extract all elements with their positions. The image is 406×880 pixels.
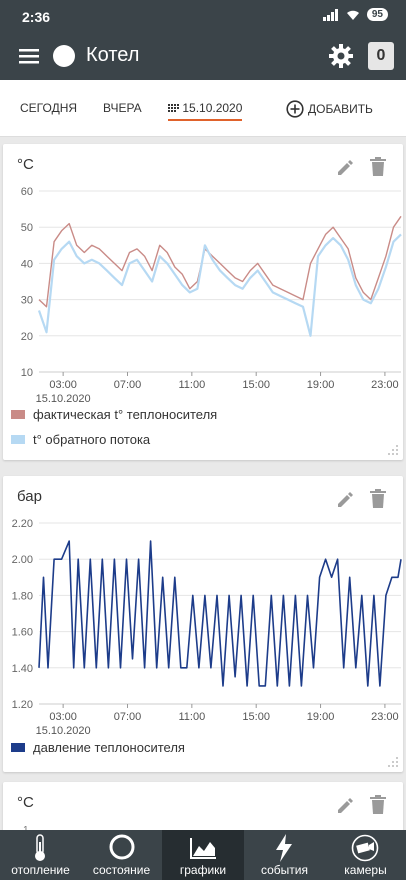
nav-label: состояние	[92, 863, 151, 877]
x-date-label: 15.10.2020	[36, 393, 91, 405]
tab-today[interactable]: СЕГОДНЯ	[20, 101, 78, 115]
chart-card-pressure: 2.20 2.00 1.80 1.60 1.40 1.20 03:00 07:00 11:00 1…	[3, 476, 403, 772]
nav-label: отопление	[11, 863, 70, 877]
nav-label: графики	[179, 863, 227, 877]
y-tick-label: 2.20	[12, 518, 33, 530]
tab-date-label: 15.10.2020	[182, 101, 243, 115]
series-line-1	[37, 233, 402, 337]
tab-active-indicator	[168, 119, 243, 121]
x-tick-label: 19:00	[307, 379, 335, 391]
x-tick-label: 15:00	[242, 711, 270, 723]
add-chart-label: ДОБАВИТЬ	[308, 102, 373, 116]
legend-swatch	[11, 410, 25, 419]
x-date-label: 15.10.2020	[36, 725, 91, 737]
period-tabs: СЕГОДНЯ ВЧЕРА 15.10.2020 ДОБАВИТЬ	[0, 80, 406, 137]
nav-events[interactable]: события	[244, 830, 325, 880]
tab-date[interactable]: 15.10.2020	[168, 101, 243, 121]
chart-unit: бар	[17, 488, 42, 505]
trash-icon[interactable]	[370, 489, 386, 508]
status-ring-icon	[109, 834, 135, 860]
chart-unit: °C	[17, 156, 34, 173]
legend-label: фактическая t° теплоносителя	[33, 407, 218, 422]
x-tick-label: 19:00	[307, 711, 335, 723]
y-tick-label: 1.80	[12, 590, 33, 602]
menu-icon[interactable]	[18, 45, 40, 67]
nav-cameras[interactable]: камеры	[325, 830, 406, 880]
y-tick-label: 60	[21, 186, 33, 198]
y-tick-label: 40	[21, 258, 33, 270]
resize-handle-icon[interactable]	[387, 756, 399, 768]
legend-item-supply: фактическая t° теплоносителя	[11, 407, 217, 422]
thermometer-icon	[35, 834, 45, 861]
notification-counter[interactable]: 0	[368, 42, 394, 70]
legend-label: давление теплоносителя	[33, 740, 185, 755]
bottom-navigation: отопление состояние графики события каме…	[0, 830, 406, 880]
nav-label: события	[260, 863, 308, 877]
legend-item-pressure: давление теплоносителя	[11, 740, 185, 755]
page-title: Котел	[86, 44, 140, 66]
nav-heating[interactable]: отопление	[0, 830, 81, 880]
calendar-icon	[168, 104, 179, 112]
device-status-dot	[53, 45, 75, 67]
x-tick-label: 03:00	[49, 711, 77, 723]
lightning-icon	[276, 834, 292, 862]
gear-icon[interactable]	[328, 43, 354, 69]
status-bar: 2:36 95	[0, 0, 406, 32]
series-line-0	[38, 215, 402, 308]
pencil-icon[interactable]	[336, 490, 354, 508]
nav-charts[interactable]: графики	[162, 830, 244, 880]
x-tick-label: 07:00	[114, 711, 142, 723]
y-tick-label: 30	[21, 295, 33, 307]
x-tick-label: 11:00	[178, 379, 205, 391]
battery-icon: 95	[366, 8, 388, 21]
status-time: 2:36	[22, 9, 51, 25]
chart-card-temperature: 60 50 40 30 20 10 03:00 07:00 11:00 15:00 19:00 23:…	[3, 144, 403, 460]
pencil-icon[interactable]	[336, 158, 354, 176]
pencil-icon[interactable]	[336, 796, 354, 814]
resize-handle-icon[interactable]	[387, 444, 399, 456]
status-icons: 95	[322, 8, 388, 21]
x-tick-label: 11:00	[178, 711, 205, 723]
legend-label: t° обратного потока	[33, 432, 151, 447]
y-tick-label: 20	[21, 331, 33, 343]
legend-item-return: t° обратного потока	[11, 432, 150, 447]
legend-swatch	[11, 743, 25, 752]
y-tick-label: 2.00	[12, 554, 33, 566]
add-chart-button[interactable]: ДОБАВИТЬ	[286, 100, 373, 118]
x-tick-label: 23:00	[371, 379, 399, 391]
y-tick-label: 1.60	[12, 627, 33, 639]
y-tick-label: 10	[21, 367, 33, 379]
x-tick-label: 23:00	[371, 711, 399, 723]
x-tick-label: 03:00	[49, 379, 77, 391]
camera-icon	[351, 834, 379, 862]
app-bar: Котел 0	[0, 32, 406, 80]
x-tick-label: 07:00	[114, 379, 142, 391]
temperature-chart: 60 50 40 30 20 10 03:00 07:00 11:00 15:00 19:00 23:…	[21, 186, 402, 405]
y-tick-label: 50	[21, 222, 33, 234]
legend-swatch	[11, 435, 25, 444]
signal-icon	[322, 8, 338, 21]
chart-unit: °C	[17, 794, 34, 811]
y-tick-label: 1.40	[12, 663, 33, 675]
x-tick-label: 15:00	[242, 379, 270, 391]
nav-label: камеры	[344, 863, 387, 877]
nav-status[interactable]: состояние	[81, 830, 162, 880]
tab-yesterday[interactable]: ВЧЕРА	[103, 101, 142, 115]
trash-icon[interactable]	[370, 157, 386, 176]
add-circle-icon	[286, 100, 304, 118]
wifi-icon	[346, 10, 359, 20]
trash-icon[interactable]	[370, 795, 386, 814]
chart-icon	[190, 838, 216, 859]
series-line-0	[38, 540, 402, 687]
y-tick-label: 1.20	[12, 699, 33, 711]
pressure-chart: 2.20 2.00 1.80 1.60 1.40 1.20 03:00 07:00 11:00 1…	[12, 518, 402, 737]
